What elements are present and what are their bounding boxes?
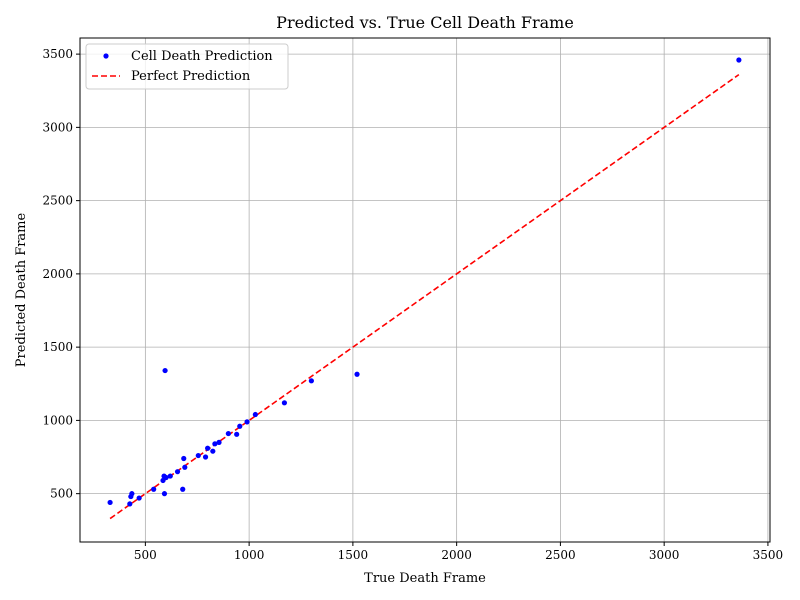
data-point [174,469,181,475]
data-point [151,486,157,492]
data-point [180,486,186,492]
data-point [129,491,135,497]
y-tick-label: 3500 [42,47,73,61]
x-tick-label: 1500 [338,548,369,562]
x-tick-label: 3000 [649,548,680,562]
y-tick-label: 2500 [42,194,73,208]
data-point [136,495,142,501]
data-point [244,419,250,425]
data-point [162,367,168,374]
data-point [210,448,216,454]
y-axis-label: Predicted Death Frame [14,213,29,368]
data-point [252,411,258,418]
x-tick-label: 2000 [441,548,472,562]
x-tick-label: 500 [134,548,157,562]
data-point [202,454,209,460]
data-point [161,491,168,497]
y-tick-label: 1000 [42,413,73,427]
data-point [127,501,133,507]
data-point [182,464,188,470]
chart-title: Predicted vs. True Cell Death Frame [276,13,574,32]
x-tick-label: 3500 [753,548,784,562]
legend-label-perfect-prediction: Perfect Prediction [131,69,251,84]
axes-frame [79,37,771,543]
x-tick-label: 2500 [545,548,576,562]
data-point [281,400,288,406]
data-point [354,371,360,377]
data-point [205,445,211,451]
x-axis-label: True Death Frame [364,571,486,586]
data-point [167,473,173,479]
data-point [216,439,222,445]
x-tick-label: 1000 [234,548,265,562]
data-point [234,431,240,437]
data-point [195,452,201,459]
y-tick-label: 1500 [42,340,73,354]
data-point [308,378,314,384]
data-point [225,430,231,437]
prediction-points-group [107,57,742,507]
data-point [212,441,218,447]
legend-box [85,43,289,90]
legend-marker-cell-death-prediction [103,53,109,59]
y-tick-label: 500 [50,487,73,501]
data-point [107,499,113,506]
data-point [163,474,169,481]
y-tick-label: 2000 [42,267,73,281]
data-point [736,57,742,63]
y-tick-label: 3000 [42,120,73,134]
ticks: 500 1000 1500 2000 2500 3000 3500 500 1000 1500 20… [42,47,783,562]
data-point [181,455,187,462]
legend-label-cell-death-prediction: Cell Death Prediction [131,49,273,64]
grid [80,38,770,542]
legend: Cell Death Prediction Perfect Prediction [85,43,289,90]
data-point [237,423,243,429]
